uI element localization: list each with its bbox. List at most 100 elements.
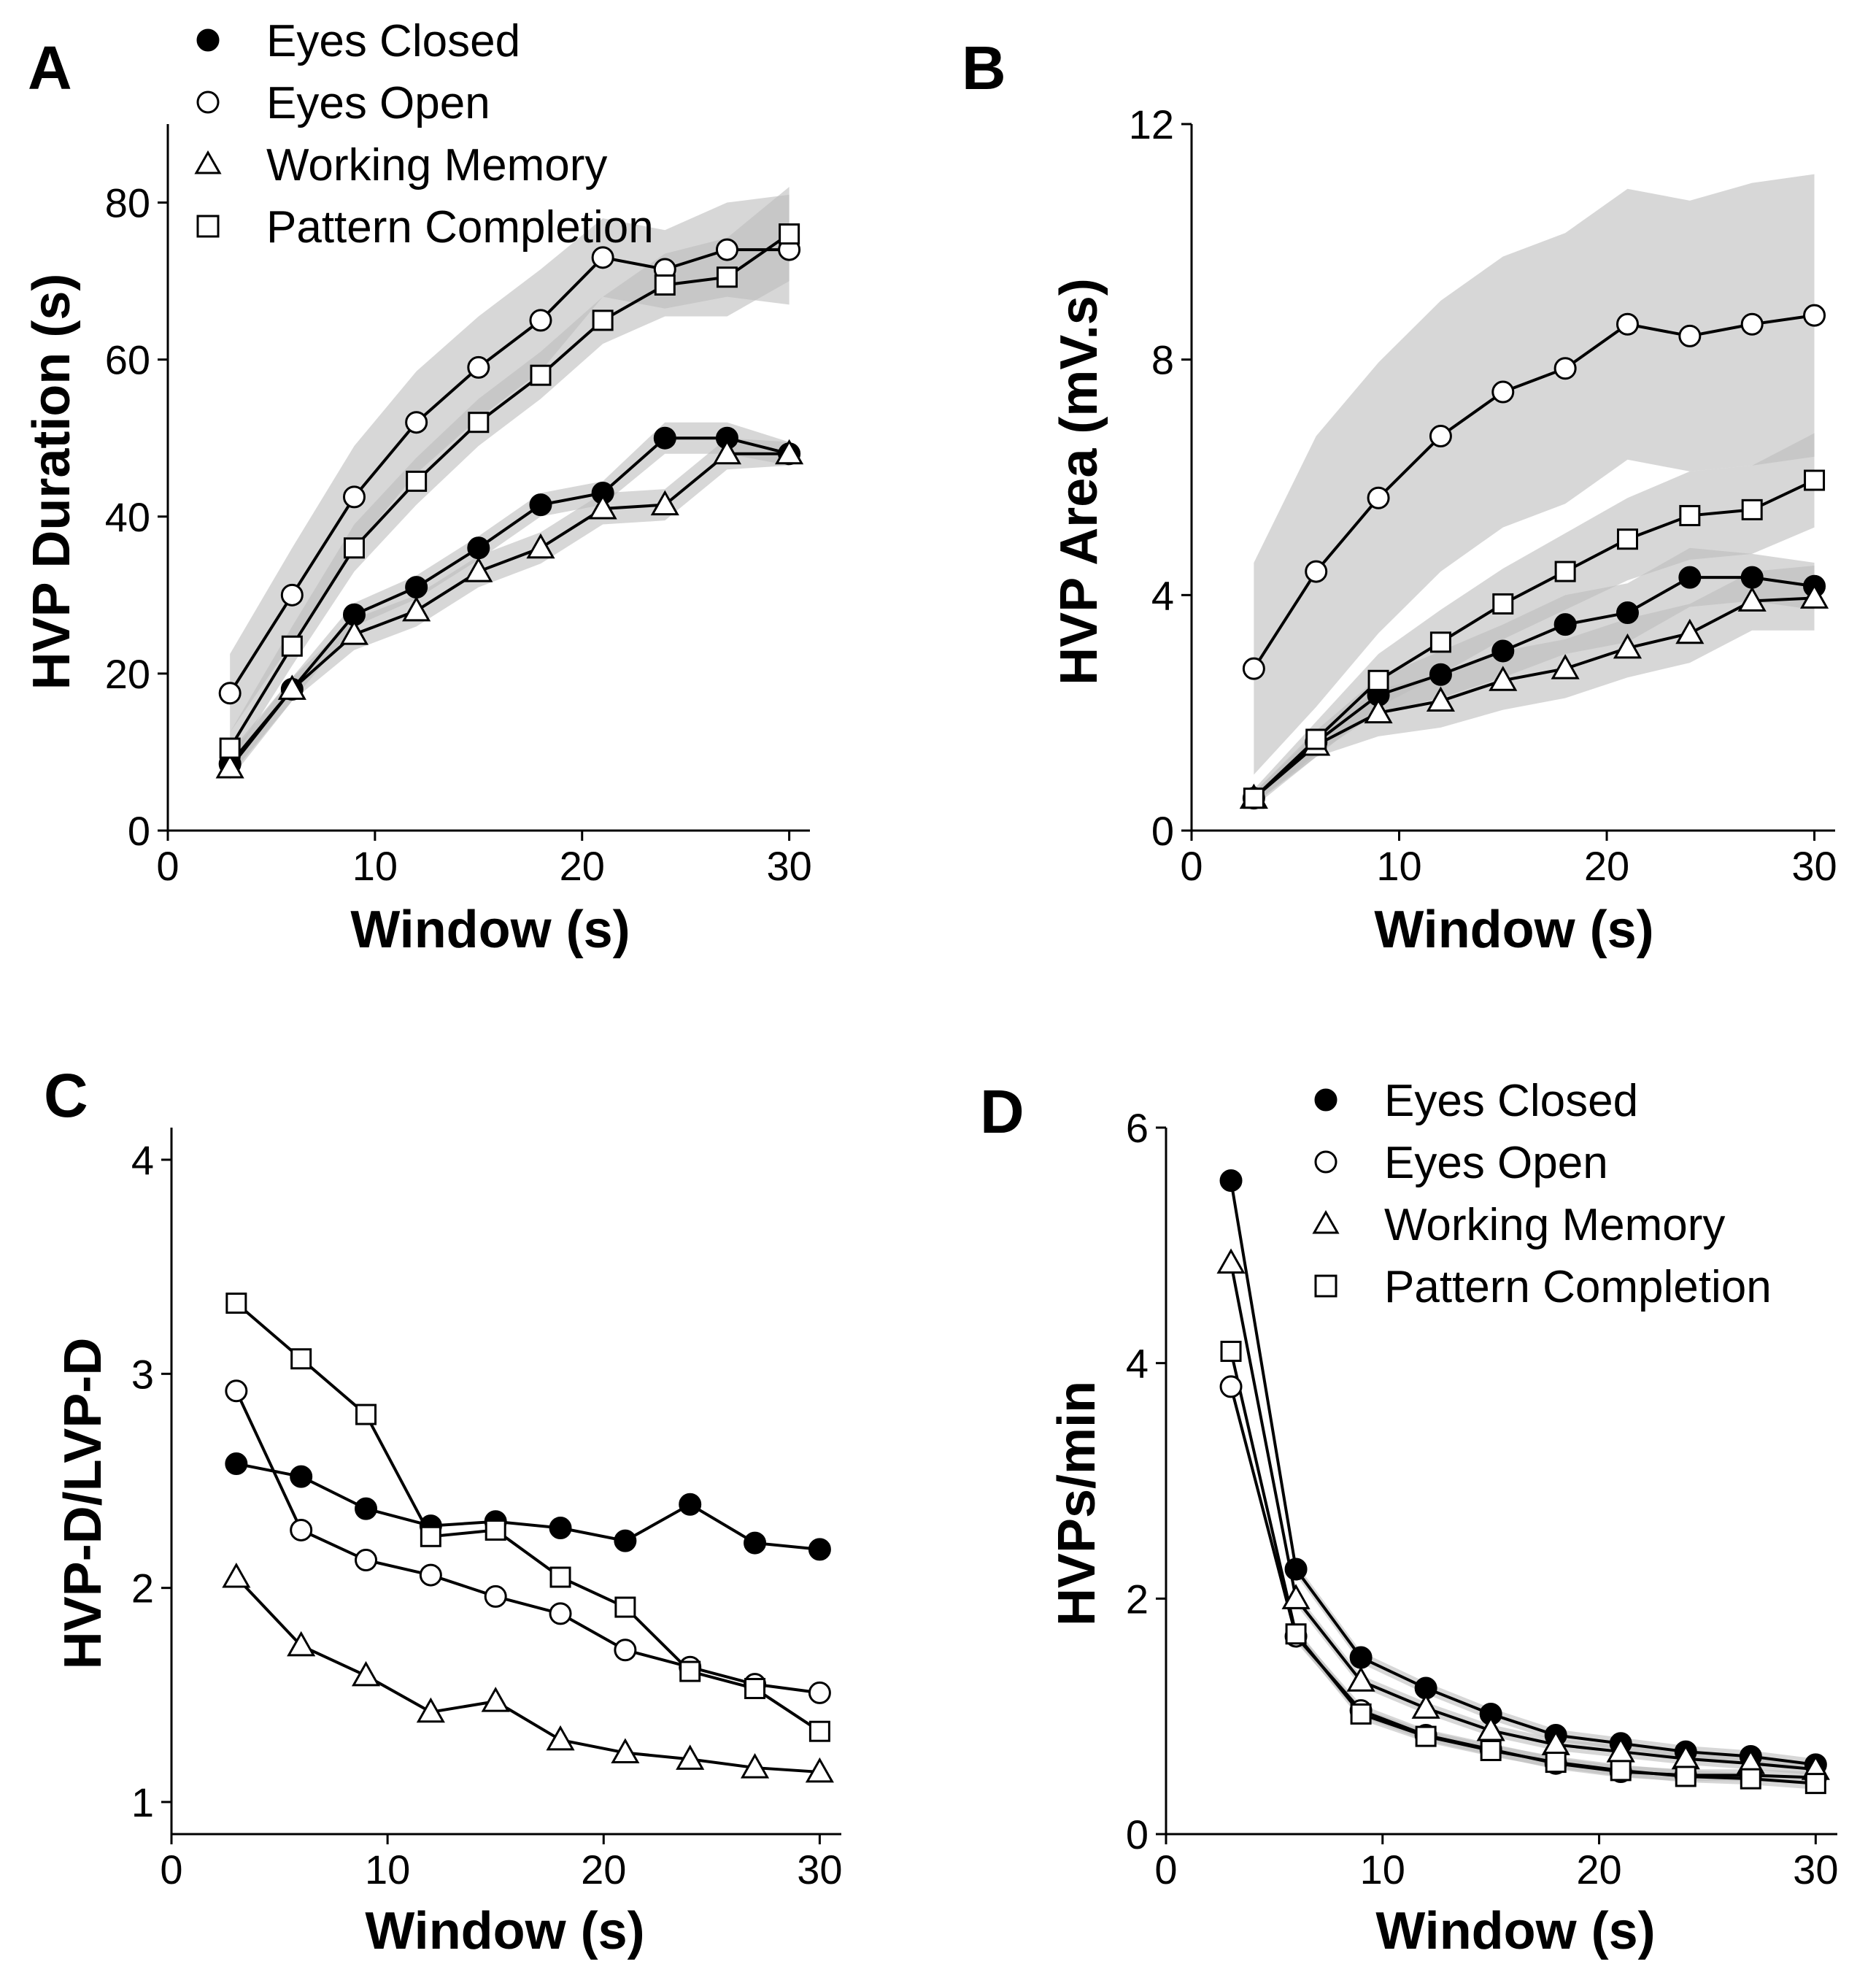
pattern-completion-point xyxy=(592,309,614,331)
working-memory-point xyxy=(1426,686,1455,712)
eyes-closed-point xyxy=(1553,613,1577,636)
x-tick-label: 0 xyxy=(1180,843,1203,889)
series-line-working-memory xyxy=(1230,1263,1816,1771)
pattern-completion-point xyxy=(1804,469,1826,491)
eyes-open-point xyxy=(1429,425,1452,448)
legend-marker-open-circle xyxy=(1314,1150,1337,1174)
eyes-closed-point xyxy=(529,493,552,517)
legend-label-working-memory: Working Memory xyxy=(1384,1200,1725,1250)
working-memory-point xyxy=(712,439,742,465)
y-tick-label: 1 xyxy=(131,1779,154,1825)
working-memory-point xyxy=(1799,583,1829,609)
eyes-closed-point xyxy=(1349,1646,1373,1669)
legend-entry-working-memory: Working Memory xyxy=(194,140,607,190)
x-tick-label: 0 xyxy=(156,843,179,889)
x-tick-label: 10 xyxy=(1376,843,1421,889)
legend-label-pattern-completion: Pattern Completion xyxy=(266,202,654,253)
pattern-completion-point xyxy=(290,1348,312,1370)
pattern-completion-point xyxy=(614,1596,636,1618)
pattern-completion-point xyxy=(808,1720,830,1742)
eyes-open-point xyxy=(715,238,738,261)
y-tick-label: 4 xyxy=(1151,572,1174,618)
working-memory-point xyxy=(1346,1666,1375,1692)
panel-a-markers xyxy=(215,223,804,779)
pattern-completion-point xyxy=(1220,1341,1242,1363)
y-tick-label: 0 xyxy=(128,808,150,854)
series-line-pattern-completion xyxy=(1252,479,1815,800)
panel-b-lines xyxy=(1252,314,1815,800)
pattern-completion-point xyxy=(1804,1773,1826,1795)
panel-d-markers xyxy=(1216,1169,1830,1795)
pattern-completion-point xyxy=(468,412,490,434)
x-tick-label: 30 xyxy=(766,843,811,889)
working-memory-point xyxy=(339,620,369,645)
eyes-open-point xyxy=(467,355,490,379)
series-line-eyes-closed xyxy=(236,1462,820,1551)
y-tick-label: 8 xyxy=(1151,337,1174,383)
y-tick-label: 4 xyxy=(131,1137,154,1183)
x-tick-label: 20 xyxy=(1584,843,1629,889)
panel-b: B 0 10 20 30 0 4 8 12 Window (s) HVP Area (mV.s… xyxy=(962,34,1837,959)
panel-a-y-label: HVP Duration (s) xyxy=(23,274,81,690)
panel-c-x-label: Window (s) xyxy=(365,1902,644,1960)
panel-b-x-label: Window (s) xyxy=(1374,901,1653,959)
panel-c-markers xyxy=(222,1293,834,1783)
pattern-completion-point xyxy=(549,1566,571,1588)
x-tick-label: 20 xyxy=(581,1847,626,1892)
eyes-closed-point xyxy=(1740,566,1764,589)
y-tick-label: 4 xyxy=(1126,1341,1149,1387)
y-tick-label: 40 xyxy=(105,494,150,540)
panel-c-axes: 0 10 20 30 1 2 3 4 xyxy=(131,1128,843,1892)
pattern-completion-point xyxy=(1554,561,1576,582)
legend-entry-eyes-closed: Eyes Closed xyxy=(196,16,520,66)
series-line-eyes-open xyxy=(228,248,790,694)
eyes-open-point xyxy=(1803,304,1826,327)
pattern-completion-point xyxy=(530,364,552,386)
series-line-working-memory xyxy=(235,1576,820,1774)
working-memory-point xyxy=(1489,666,1518,691)
series-line-pattern-completion xyxy=(235,1302,821,1733)
working-memory-point xyxy=(222,1562,251,1588)
working-memory-point xyxy=(676,1744,705,1770)
pattern-completion-point xyxy=(1610,1760,1632,1782)
pattern-completion-point xyxy=(744,1678,766,1700)
panel-d: D 0 10 20 30 0 2 4 6 Window (s) HVPs/min Eyes C… xyxy=(980,1076,1838,1960)
panel-b-letter: B xyxy=(962,34,1006,102)
pattern-completion-point xyxy=(1545,1752,1567,1774)
panel-b-markers xyxy=(1239,304,1829,810)
eyes-closed-point xyxy=(467,536,490,560)
pattern-completion-point xyxy=(1741,498,1763,520)
y-tick-label: 2 xyxy=(131,1566,154,1612)
legend-entry-pattern-completion: Pattern Completion xyxy=(1314,1262,1772,1312)
eyes-open-point xyxy=(1678,324,1702,347)
eyes-open-point xyxy=(591,246,614,269)
eyes-open-point xyxy=(1553,357,1577,380)
series-line-eyes-open xyxy=(235,1390,820,1695)
legend-marker-open-triangle xyxy=(194,150,222,174)
x-tick-label: 20 xyxy=(1576,1847,1621,1892)
pattern-completion-point xyxy=(1492,593,1514,615)
eyes-closed-point xyxy=(1219,1169,1243,1193)
legend-marker-filled-circle xyxy=(196,28,220,52)
working-memory-point xyxy=(1737,586,1767,612)
pattern-completion-point xyxy=(1679,504,1701,526)
x-tick-label: 30 xyxy=(1793,1847,1838,1892)
pattern-completion-point xyxy=(1305,728,1327,750)
panel-a-bands xyxy=(230,187,790,780)
series-line-pattern-completion xyxy=(1230,1351,1816,1785)
eyes-open-point xyxy=(1242,657,1265,680)
eyes-open-point xyxy=(218,682,242,705)
series-line-eyes-closed xyxy=(228,436,790,765)
eyes-open-point xyxy=(549,1602,572,1625)
band-eyes-open xyxy=(1254,174,1815,775)
working-memory-point xyxy=(1216,1248,1246,1274)
eyes-open-point xyxy=(1491,380,1515,404)
panel-c-letter: C xyxy=(44,1061,88,1130)
y-tick-label: 20 xyxy=(105,651,150,697)
working-memory-point xyxy=(588,493,617,520)
pattern-completion-point xyxy=(420,1525,441,1547)
band-pattern-completion xyxy=(1254,433,1815,807)
pattern-completion-point xyxy=(219,737,241,759)
eyes-open-point xyxy=(342,485,366,509)
eyes-open-point xyxy=(1305,560,1328,583)
